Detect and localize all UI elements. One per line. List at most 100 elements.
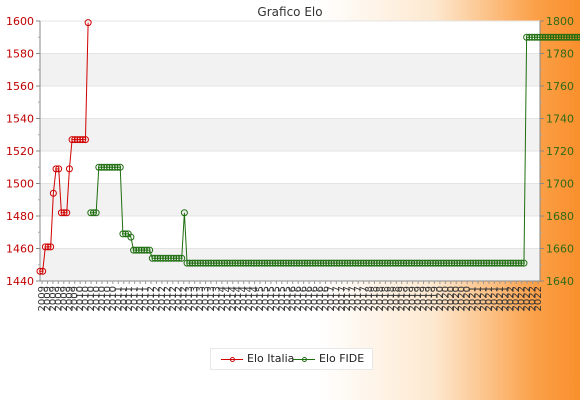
x-tick-label: 2013 xyxy=(195,286,206,311)
x-tick-label: 2014 xyxy=(217,286,228,311)
data-point-1 xyxy=(362,259,370,267)
data-point-1 xyxy=(376,259,384,267)
data-point-0 xyxy=(44,243,52,251)
x-tick-label: 2018 xyxy=(369,286,380,311)
data-point-1 xyxy=(138,246,146,254)
data-point-0 xyxy=(52,165,60,173)
x-tick-label: 2011 xyxy=(141,286,152,311)
data-point-1 xyxy=(466,259,474,267)
x-tick-label: 2010 xyxy=(81,286,92,311)
left-tick-label: 1600 xyxy=(6,15,34,28)
x-tick-label: 2020 xyxy=(462,286,473,311)
x-tick-label: 2010 xyxy=(97,286,108,311)
x-tick-label: 2010 xyxy=(92,286,103,311)
data-point-1 xyxy=(194,259,202,267)
data-point-1 xyxy=(183,259,191,267)
data-point-1 xyxy=(186,259,194,267)
right-tick-label: 1680 xyxy=(546,210,574,223)
data-point-1 xyxy=(132,246,140,254)
data-point-1 xyxy=(483,259,491,267)
x-tick-label: 2015 xyxy=(277,286,288,311)
data-point-1 xyxy=(148,254,156,262)
data-point-1 xyxy=(563,33,571,41)
data-point-1 xyxy=(314,259,322,267)
data-point-1 xyxy=(402,259,410,267)
x-tick-label: 2012 xyxy=(173,286,184,311)
data-point-1 xyxy=(357,259,365,267)
x-tick-label: 2018 xyxy=(364,286,375,311)
data-point-1 xyxy=(164,254,172,262)
data-point-1 xyxy=(135,246,143,254)
x-tick-label: 2022 xyxy=(506,286,517,311)
x-tick-label: 2020 xyxy=(457,286,468,311)
x-tick-label: 2013 xyxy=(184,286,195,311)
x-tick-label: 2022 xyxy=(528,286,539,311)
data-point-1 xyxy=(108,163,116,171)
data-point-1 xyxy=(496,259,504,267)
data-point-1 xyxy=(464,259,472,267)
x-tick-label: 2014 xyxy=(250,286,261,311)
data-point-1 xyxy=(338,259,346,267)
data-point-1 xyxy=(370,259,378,267)
x-tick-label: 2012 xyxy=(168,286,179,311)
data-point-1 xyxy=(437,259,445,267)
left-tick-label: 1440 xyxy=(6,275,34,288)
right-tick-label: 1760 xyxy=(546,80,574,93)
data-point-1 xyxy=(461,259,469,267)
data-point-1 xyxy=(573,33,580,41)
data-point-1 xyxy=(528,33,536,41)
data-point-1 xyxy=(255,259,263,267)
data-point-1 xyxy=(122,230,130,238)
data-point-1 xyxy=(453,259,461,267)
legend-swatch-elo-italia xyxy=(221,353,243,365)
x-tick-label: 2018 xyxy=(386,286,397,311)
data-point-1 xyxy=(87,209,95,217)
data-point-1 xyxy=(373,259,381,267)
data-point-1 xyxy=(103,163,111,171)
x-tick-label: 2010 xyxy=(102,286,113,311)
chart-title: Grafico Elo xyxy=(257,5,322,19)
x-tick-label: 2015 xyxy=(255,286,266,311)
x-tick-label: 2020 xyxy=(435,286,446,311)
x-tick-label: 2022 xyxy=(522,286,533,311)
data-point-1 xyxy=(547,33,555,41)
data-point-1 xyxy=(365,259,373,267)
data-point-1 xyxy=(501,259,509,267)
x-tick-label: 2011 xyxy=(130,286,141,311)
data-point-0 xyxy=(76,136,84,144)
data-point-1 xyxy=(458,259,466,267)
data-point-1 xyxy=(541,33,549,41)
data-point-1 xyxy=(319,259,327,267)
data-point-1 xyxy=(220,259,228,267)
data-point-1 xyxy=(247,259,255,267)
data-point-1 xyxy=(349,259,357,267)
x-tick-label: 2022 xyxy=(517,286,528,311)
data-point-1 xyxy=(523,33,531,41)
data-point-1 xyxy=(250,259,258,267)
data-point-1 xyxy=(215,259,223,267)
data-point-1 xyxy=(285,259,293,267)
data-point-1 xyxy=(533,33,541,41)
legend-item-elo-fide: Elo FIDE xyxy=(293,352,364,365)
data-point-1 xyxy=(327,259,335,267)
x-tick-label: 2021 xyxy=(495,286,506,311)
data-point-1 xyxy=(298,259,306,267)
data-point-1 xyxy=(426,259,434,267)
right-tick-label: 1800 xyxy=(546,15,574,28)
data-point-1 xyxy=(413,259,421,267)
data-point-1 xyxy=(525,33,533,41)
data-point-0 xyxy=(73,136,81,144)
data-point-1 xyxy=(568,33,576,41)
data-point-1 xyxy=(178,254,186,262)
data-point-1 xyxy=(207,259,215,267)
right-tick-label: 1700 xyxy=(546,178,574,191)
x-tick-label: 2009 xyxy=(64,286,75,311)
x-tick-label: 2021 xyxy=(489,286,500,311)
data-point-1 xyxy=(440,259,448,267)
x-tick-label: 2020 xyxy=(440,286,451,311)
data-point-1 xyxy=(346,259,354,267)
x-tick-label: 2011 xyxy=(135,286,146,311)
data-point-0 xyxy=(65,165,73,173)
x-tick-label: 2012 xyxy=(157,286,168,311)
data-point-1 xyxy=(130,246,138,254)
